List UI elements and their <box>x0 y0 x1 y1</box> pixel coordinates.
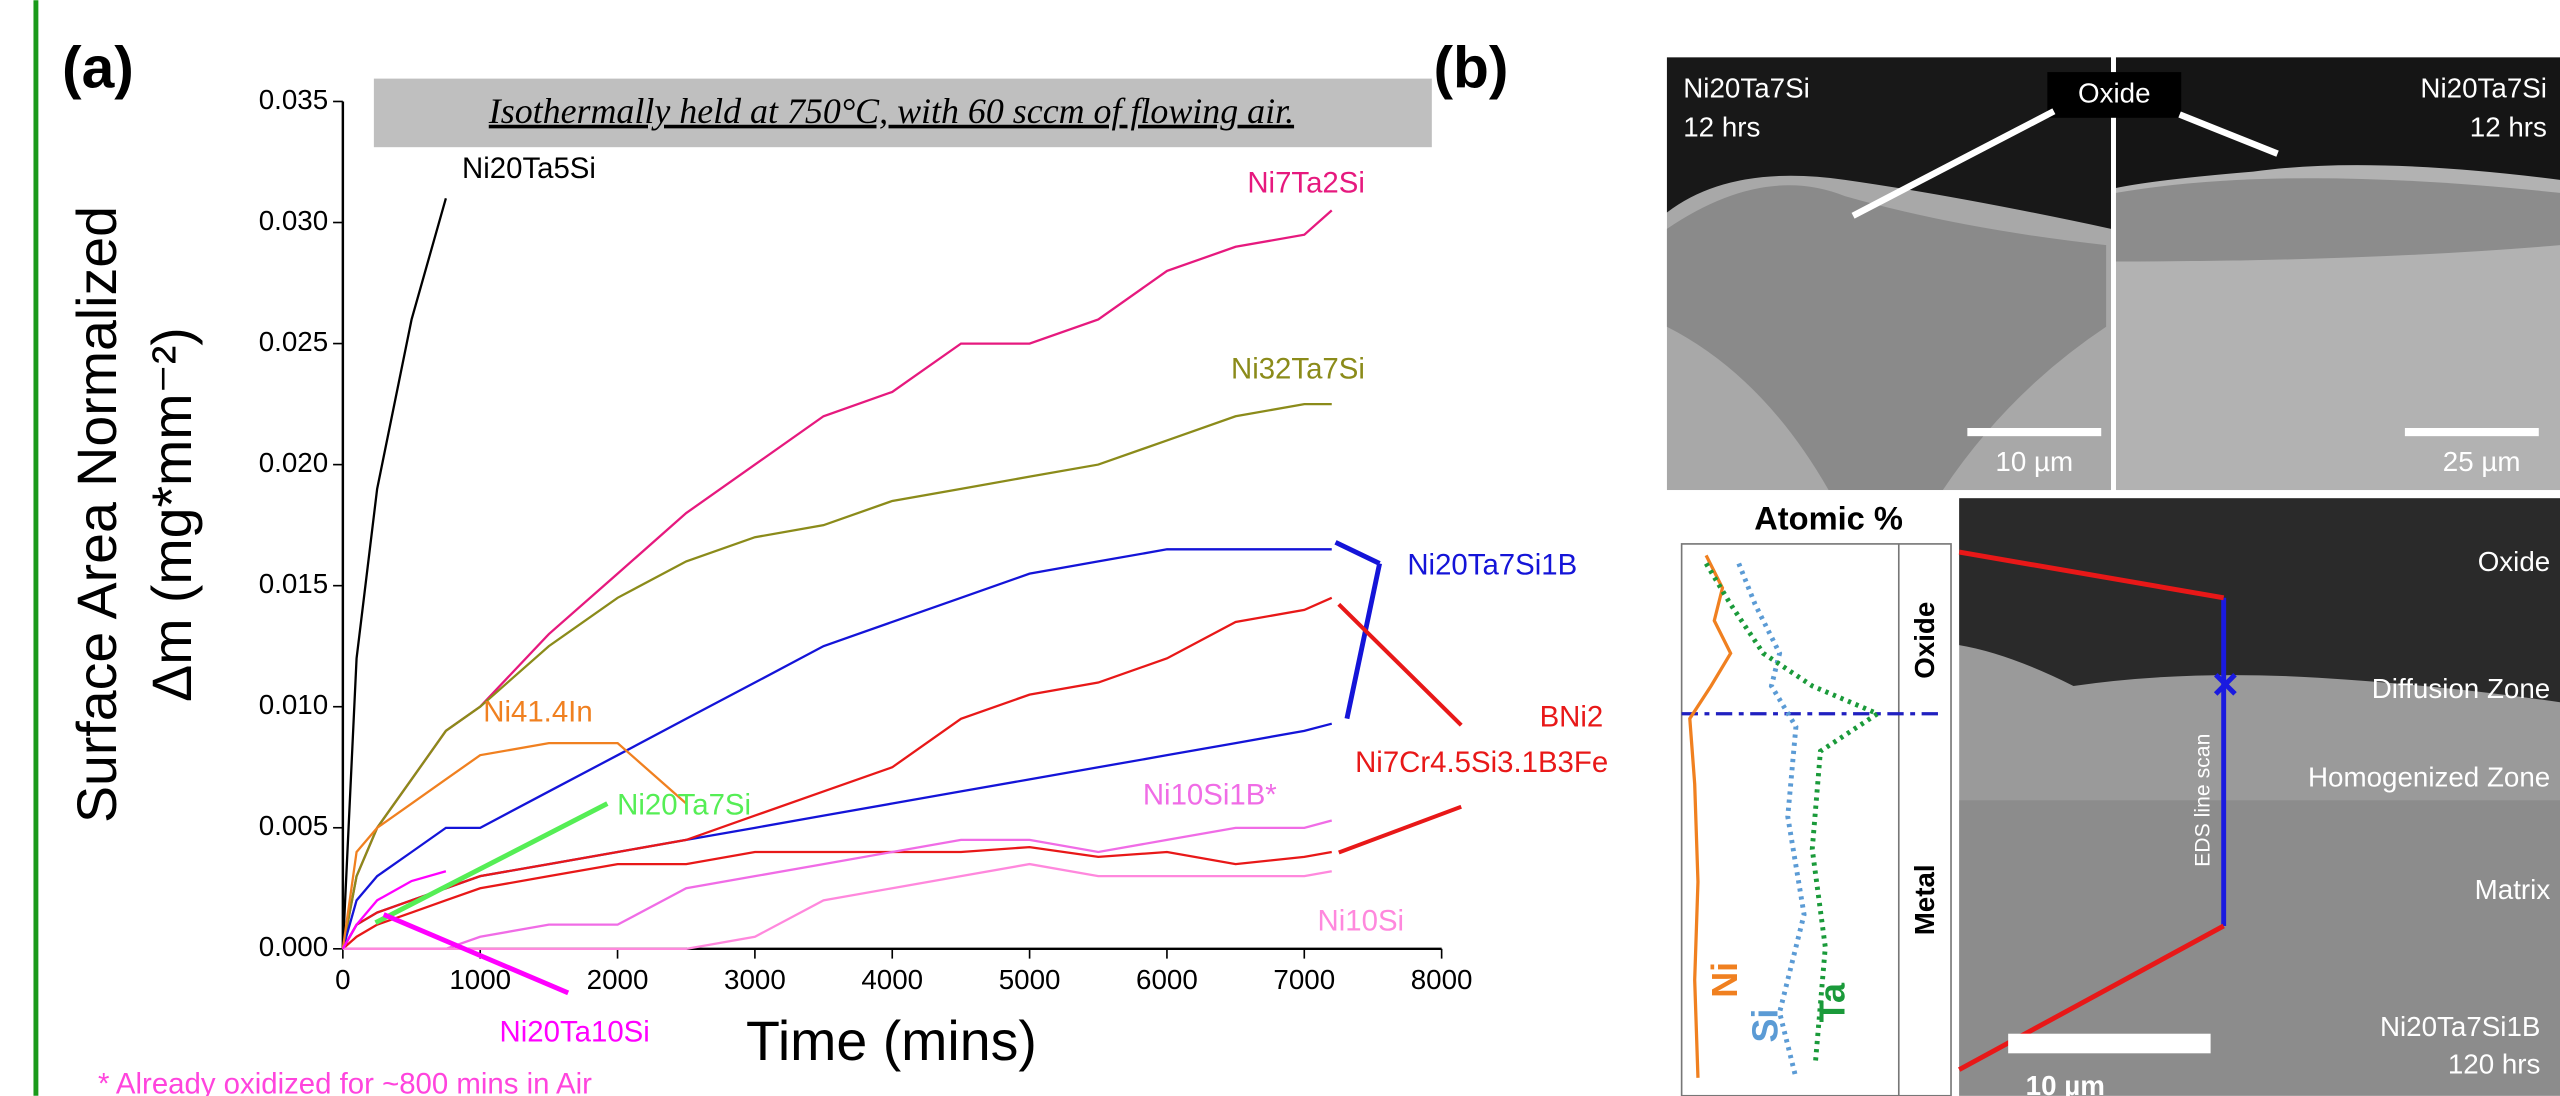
micrograph-zone <box>2115 178 2560 262</box>
footnote: * Already oxidized for ~800 mins in Air <box>98 1068 592 1096</box>
y-tick-label: 0.030 <box>259 205 328 236</box>
panel-label: (b) <box>1433 36 1508 101</box>
micrograph-dark <box>2115 57 2560 188</box>
connector <box>374 801 609 925</box>
eds-zone: Oxide <box>1909 602 1940 679</box>
x-tick-label: 8000 <box>1411 964 1473 995</box>
y-tick-label: 0.000 <box>259 931 328 962</box>
eds-element: Ta <box>1812 982 1853 1022</box>
scan-marker: × <box>2212 659 2239 710</box>
series-label: Ni10Si <box>1318 904 1405 937</box>
y-axis-title: Δm (mg*mm⁻²) <box>141 327 203 702</box>
image-label: Ni20Ta7Si <box>1683 72 1810 103</box>
connector <box>1958 549 2225 601</box>
series-line <box>341 741 687 949</box>
series-line <box>342 862 1332 950</box>
scale-label: 25 µm <box>2443 446 2521 477</box>
eds-title: Atomic % <box>1754 500 1903 537</box>
x-tick-label: 0 <box>335 964 350 995</box>
series-label: Ni10Si1B* <box>1143 779 1277 812</box>
eds-plot <box>1680 543 1952 1096</box>
scale-bar <box>2008 1033 2211 1054</box>
series-label: Ni7Ta2Si <box>1247 167 1365 200</box>
series-label: Ni20Ta10Si <box>500 1015 650 1048</box>
x-tick-label: 2000 <box>587 964 649 995</box>
series-line <box>342 819 1333 950</box>
zone-label: Matrix <box>2475 874 2551 905</box>
scale-label: 10 µm <box>2026 1070 2105 1096</box>
series-label: Ni41.4In <box>483 695 592 728</box>
series-label: Ni20Ta7Si1B <box>1407 549 1577 582</box>
connector <box>382 912 570 996</box>
connector <box>1338 804 1462 855</box>
y-tick-label: 0.035 <box>259 84 328 115</box>
y-tick-label: 0.020 <box>259 447 328 478</box>
zone-label: Homogenized Zone <box>2308 761 2550 792</box>
y-tick-label: 0.025 <box>259 326 328 357</box>
y-tick-label: 0.005 <box>259 810 328 841</box>
connector <box>1337 602 1463 727</box>
connector <box>1958 923 2225 1072</box>
x-tick-label: 3000 <box>724 964 786 995</box>
x-tick-label: 1000 <box>449 964 511 995</box>
series-line <box>341 403 1332 950</box>
series-label: Ni20Ta7Si <box>617 789 751 822</box>
scan-label: EDS line scan <box>2192 734 2215 867</box>
series-label: Ni7Cr4.5Si3.1B3Fe <box>1355 746 1608 779</box>
series-line <box>342 845 1332 950</box>
annotation: Isothermally held at 750°C, with 60 sccm… <box>488 91 1294 131</box>
panel-label: (a) <box>62 36 134 101</box>
eds-element: Ni <box>1704 962 1745 998</box>
series-label: Ni20Ta5Si <box>462 152 596 185</box>
arrow <box>2178 111 2279 157</box>
arrow <box>1851 108 2056 219</box>
zone-label: Diffusion Zone <box>2372 673 2550 704</box>
micrograph-dark <box>1959 498 2560 703</box>
micrograph-zone <box>1666 185 2107 491</box>
y-tick-label: 0.010 <box>259 689 328 720</box>
eds-curve <box>1688 554 1733 1078</box>
image-label: Ni20Ta7Si <box>2420 72 2546 103</box>
series-label: BNi2 <box>1540 700 1604 733</box>
image-label: 12 hrs <box>1683 112 1760 143</box>
image-label: 120 hrs <box>2448 1049 2541 1080</box>
y-tick-label: 0.015 <box>259 568 328 599</box>
x-tick-label: 6000 <box>1136 964 1198 995</box>
series-line <box>341 870 447 950</box>
series-label: Ni32Ta7Si <box>1231 353 1365 386</box>
series-line <box>341 548 1332 950</box>
series-line <box>341 596 1333 950</box>
scale-bar <box>2404 428 2539 437</box>
eds-curve <box>1704 562 1883 1062</box>
eds-zone: Metal <box>1909 864 1940 935</box>
zone-label: Oxide <box>2478 546 2551 577</box>
x-tick-label: 4000 <box>861 964 923 995</box>
oxide-label: Oxide <box>2078 77 2151 108</box>
eds-element: Si <box>1745 1009 1786 1043</box>
y-axis-title: Surface Area Normalized <box>66 206 128 823</box>
annotation-box <box>373 78 1432 148</box>
divider <box>2111 57 2116 491</box>
connector <box>1344 563 1382 720</box>
image-label: 12 hrs <box>2470 112 2547 143</box>
micrograph-dark <box>1666 57 2112 229</box>
connector <box>1334 540 1381 566</box>
oxide-box <box>2047 72 2182 118</box>
x-tick-label: 5000 <box>999 964 1061 995</box>
eds-curve <box>1736 562 1807 1079</box>
image-label: Ni20Ta7Si1B <box>2380 1011 2540 1042</box>
series-line <box>341 197 447 949</box>
scale-label: 10 µm <box>1995 446 2073 477</box>
x-axis-title: Time (mins) <box>746 1010 1037 1072</box>
x-tick-label: 7000 <box>1273 964 1335 995</box>
scale-bar <box>1967 428 2102 437</box>
